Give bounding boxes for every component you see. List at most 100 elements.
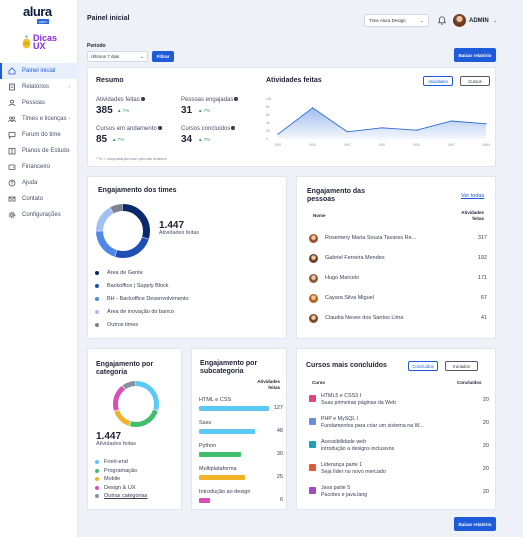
info-icon[interactable]: i — [140, 97, 145, 101]
legend-item: Área de Gente — [95, 270, 143, 276]
teams-total: 1.447 — [159, 220, 185, 231]
filter-button[interactable]: Filtrar — [152, 51, 174, 62]
view-all-link[interactable]: Ver todas — [461, 193, 485, 199]
user-name[interactable]: ADMIN — [469, 18, 489, 24]
bar-track — [199, 475, 269, 480]
legend-label: Programação — [104, 467, 138, 474]
donut-slice — [96, 204, 150, 258]
sidebar-item-configuracoes[interactable]: Configurações — [0, 207, 78, 223]
subcategory-value: 127 — [273, 405, 283, 411]
sidebar-item-label: Pessoas — [22, 100, 46, 106]
sidebar-item-financeiro[interactable]: Financeiro — [0, 159, 78, 175]
x-tick-label: 00/0 — [379, 143, 385, 147]
tab-activities[interactable]: Atividades — [423, 76, 453, 86]
x-tick-label: 00/0 — [344, 143, 350, 147]
sidebar-item-relatorios[interactable]: Relatórios › — [0, 79, 78, 95]
legend-label: Área de Gente — [107, 270, 143, 276]
sidebar-item-painel-inicial[interactable]: Painel inicial — [0, 63, 78, 79]
legend-dot — [95, 485, 99, 490]
person-activities: 317 — [477, 235, 487, 241]
legend-label: BH - Backoffice Desenvolvimento — [107, 296, 189, 302]
table-row[interactable]: Cayara Silva Miguel 67 — [309, 288, 487, 308]
team-select-value: Time Alura Design — [369, 18, 406, 23]
course-completed: 20 — [482, 443, 489, 449]
sidebar-item-forum-do-time[interactable]: Forum do time — [0, 127, 78, 143]
course-name: Acessibilidade web — [321, 439, 367, 445]
data-point — [450, 120, 452, 122]
category-title-line1: Engajamento por — [96, 361, 154, 368]
period-select[interactable]: Últimos 7 dias ⌄ — [87, 51, 148, 62]
subcategory-title-line2: subcategoria — [200, 368, 244, 375]
sidebar-item-planos-de-estudo[interactable]: Planos de Estudo › — [0, 143, 78, 159]
team-select[interactable]: Time Alura Design ⌄ — [364, 14, 429, 27]
chevron-right-icon: › — [68, 148, 70, 154]
avatar[interactable] — [453, 14, 466, 27]
table-row[interactable]: Acessibilidade web introdução a designs i… — [309, 439, 489, 459]
table-row[interactable]: Hugo Marcelo 171 — [309, 268, 487, 288]
sidebar-item-ajuda[interactable]: Ajuda — [0, 175, 78, 191]
sidebar-item-label: Configurações — [22, 212, 61, 218]
tab-started[interactable]: Iniciados — [445, 361, 478, 371]
course-name: Java parte 5 — [321, 485, 351, 491]
tab-completed[interactable]: Concluídos — [408, 361, 438, 371]
legend-dot — [95, 494, 99, 498]
y-tick-label: 60 — [266, 113, 270, 117]
person-name: Rosemery Maria Souza Tavares Re... — [325, 235, 417, 241]
subcategory-engagement-card: Engajamento por subcategoria Atividades … — [191, 348, 287, 510]
stat-change-activities: ▲ 7% — [117, 108, 130, 113]
data-point — [346, 131, 348, 133]
bar-track — [199, 498, 269, 503]
subcategory-name: Python — [199, 443, 217, 449]
course-subtitle: introdução a designs inclusivos — [321, 446, 395, 452]
sidebar-item-contato[interactable]: Contato — [0, 191, 78, 207]
sidebar-item-times-e-licencas[interactable]: Times e licenças › — [0, 111, 78, 127]
table-row[interactable]: Java parte 5 Pacotes e java.lang 20 — [309, 485, 489, 505]
summary-title: Resumo — [96, 77, 124, 84]
table-row[interactable]: HTML5 e CSS3 I Suas primeiras páginas da … — [309, 393, 489, 413]
teams-engagement-card: Engajamento dos times 1.447 Atividades f… — [87, 176, 287, 339]
people-engagement-title: Engajamento das pessoas — [307, 188, 365, 204]
report-icon — [8, 83, 16, 91]
logo-badge: com — [37, 19, 49, 24]
activities-area-chart: 100 80 60 40 20 0 00/0 00/0 00/0 00/0 00/0 00/0 00/0… — [266, 97, 490, 147]
bar-track — [199, 429, 269, 434]
table-row[interactable]: Liderança parte 1 Seja líder no novo merc… — [309, 462, 489, 482]
category-title-line2: categoria — [96, 369, 128, 376]
table-row[interactable]: Gabriel Ferreira Mendes 192 — [309, 248, 487, 268]
tab-courses[interactable]: Cursos — [460, 76, 490, 86]
sidebar-item-label: Forum do time — [22, 132, 61, 138]
table-row[interactable]: PHP e MySQL I Fundamentos para criar um s… — [309, 416, 489, 436]
sidebar-item-label: Relatórios — [22, 84, 50, 90]
bell-icon[interactable] — [438, 16, 446, 25]
avatar — [309, 253, 318, 263]
subcategory-bar — [199, 475, 245, 480]
course-completed: 20 — [482, 466, 489, 472]
list-item: Sass 48 — [199, 420, 283, 434]
dicas-ux-logo: Dicas UX — [22, 34, 57, 51]
subcategory-name: Multiplataforma — [199, 466, 237, 472]
subcategory-name: Introdução ao design — [199, 489, 251, 495]
stat-label-courses-done: Cursos concluídos i — [181, 126, 236, 132]
info-icon[interactable]: i — [231, 126, 236, 130]
legend-item: Outros times — [95, 322, 138, 328]
download-report-button[interactable]: Baixar relatório — [454, 48, 496, 62]
subcategory-value: 6 — [279, 497, 283, 503]
y-tick-label: 0 — [266, 137, 268, 141]
x-tick-label: 00/0 — [310, 143, 316, 147]
info-icon[interactable]: i — [234, 97, 239, 101]
legend-item: Design & UX — [95, 485, 136, 491]
subcategory-name: Sass — [199, 420, 212, 426]
table-row[interactable]: Claudia Neves dos Santos Lima 41 — [309, 308, 487, 328]
subcategory-title-line1: Engajamento por — [200, 360, 258, 367]
alura-logo[interactable]: alura com — [23, 5, 57, 25]
sidebar-item-pessoas[interactable]: Pessoas — [0, 95, 78, 111]
download-report-button-bottom[interactable]: Baixar relatório — [454, 517, 496, 531]
category-title: Engajamento por categoria — [96, 361, 153, 377]
info-icon[interactable]: i — [157, 126, 162, 130]
stat-label-text: Cursos concluídos — [181, 126, 231, 132]
course-subtitle: Suas primeiras páginas da Web — [321, 400, 396, 406]
table-row[interactable]: Rosemery Maria Souza Tavares Re... 317 — [309, 228, 487, 248]
chevron-down-icon[interactable]: ⌄ — [493, 18, 498, 24]
person-name: Cayara Silva Miguel — [325, 295, 374, 301]
legend-item[interactable]: Outras categorias — [95, 493, 147, 499]
